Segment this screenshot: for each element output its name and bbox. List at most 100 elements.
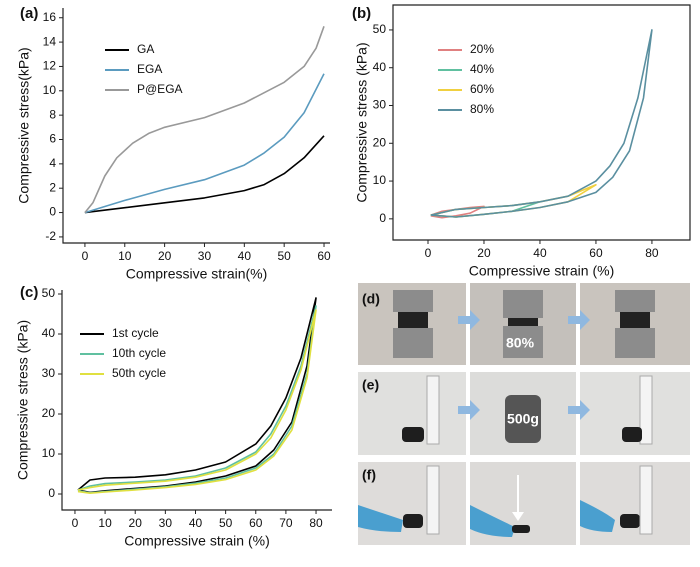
y-tick-label: 16 bbox=[43, 10, 57, 24]
legend-label: 1st cycle bbox=[112, 326, 159, 340]
x-tick-label: 20 bbox=[477, 246, 491, 260]
y-axis-label: Compressive stress (kPa) bbox=[15, 320, 31, 480]
y-tick-label: 40 bbox=[42, 326, 56, 340]
legend-label: EGA bbox=[137, 62, 162, 76]
axes bbox=[62, 8, 330, 244]
data-line bbox=[430, 29, 653, 218]
y-tick-label: -2 bbox=[45, 229, 56, 243]
x-axis-label: Compressive strain(%) bbox=[126, 266, 268, 282]
y-tick-label: 30 bbox=[373, 98, 387, 112]
sample bbox=[620, 312, 650, 328]
sample bbox=[512, 525, 530, 533]
panel-label: (b) bbox=[352, 5, 371, 22]
y-tick-label: 50 bbox=[42, 286, 56, 300]
legend-label: 10th cycle bbox=[112, 346, 166, 360]
legend-label: 20% bbox=[470, 42, 494, 56]
y-tick-label: 4 bbox=[49, 156, 56, 170]
y-tick-label: 10 bbox=[42, 446, 56, 460]
clamp bbox=[615, 328, 655, 358]
legend-label: GA bbox=[137, 42, 154, 56]
data-line bbox=[77, 309, 317, 494]
chart: 0 10 20 30 40 50 60 70 80 0 10 20 30 40 50 Compressive … bbox=[15, 284, 332, 549]
legend-label: 50th cycle bbox=[112, 366, 166, 380]
legend-label: 80% bbox=[470, 102, 494, 116]
ruler bbox=[426, 375, 440, 445]
data-line bbox=[84, 73, 325, 214]
ruler bbox=[639, 465, 653, 535]
arrow bbox=[458, 310, 480, 330]
y-tick-label: 0 bbox=[48, 486, 55, 500]
chart: 0 10 20 30 40 50 60 -2 0 2 4 6 8 10 12 14 16 Compressive … bbox=[16, 5, 331, 282]
x-tick-label: 30 bbox=[159, 516, 173, 530]
annotation: 80% bbox=[506, 335, 535, 351]
chart: 0 20 40 60 80 0 10 20 30 40 50 Compressive strain (… bbox=[352, 4, 691, 279]
x-tick-label: 40 bbox=[238, 249, 252, 263]
clamp bbox=[615, 290, 655, 312]
clamp bbox=[503, 290, 543, 318]
x-tick-label: 0 bbox=[72, 516, 79, 530]
clamp bbox=[503, 326, 543, 358]
glove bbox=[470, 505, 515, 537]
y-tick-label: 20 bbox=[373, 135, 387, 149]
sample bbox=[508, 318, 538, 326]
x-tick-label: 70 bbox=[279, 516, 293, 530]
y-tick-label: 0 bbox=[379, 211, 386, 225]
x-axis-label: Compressive strain (%) bbox=[124, 533, 269, 549]
x-tick-label: 80 bbox=[309, 516, 323, 530]
panel-label: (e) bbox=[362, 377, 379, 393]
y-tick-label: 50 bbox=[373, 22, 387, 36]
photo-row-f bbox=[358, 462, 690, 545]
x-tick-label: 50 bbox=[219, 516, 233, 530]
photos: (d) (e) (f) 80% 500g bbox=[358, 283, 690, 545]
x-tick-label: 10 bbox=[98, 516, 112, 530]
x-tick-label: 10 bbox=[118, 249, 132, 263]
x-tick-label: 30 bbox=[198, 249, 212, 263]
y-tick-label: 20 bbox=[42, 406, 56, 420]
annotation: 500g bbox=[507, 411, 539, 427]
photo bbox=[580, 462, 690, 545]
ruler bbox=[426, 465, 440, 535]
x-tick-label: 60 bbox=[317, 249, 331, 263]
y-tick-label: 14 bbox=[43, 34, 57, 48]
y-tick-label: 40 bbox=[373, 60, 387, 74]
x-tick-label: 50 bbox=[277, 249, 291, 263]
x-axis-label: Compressive strain (%) bbox=[469, 263, 614, 279]
y-tick-label: 12 bbox=[43, 59, 57, 73]
x-tick-label: 60 bbox=[589, 246, 603, 260]
sample bbox=[398, 312, 428, 328]
photo bbox=[358, 462, 466, 545]
weight bbox=[505, 395, 541, 443]
x-tick-label: 40 bbox=[533, 246, 547, 260]
clamp bbox=[393, 290, 433, 312]
x-tick-label: 0 bbox=[425, 246, 432, 260]
glove bbox=[358, 505, 403, 532]
y-tick-label: 10 bbox=[43, 83, 57, 97]
glove bbox=[580, 500, 615, 532]
legend-label: 60% bbox=[470, 82, 494, 96]
photo bbox=[580, 372, 690, 455]
panel-label: (a) bbox=[20, 5, 38, 22]
sample bbox=[620, 514, 640, 528]
x-tick-label: 60 bbox=[249, 516, 263, 530]
sample bbox=[402, 427, 424, 442]
x-tick-label: 20 bbox=[158, 249, 172, 263]
legend-label: 40% bbox=[470, 62, 494, 76]
arrow-head bbox=[512, 512, 524, 521]
y-axis-label: Compressive stress(kPa) bbox=[16, 47, 32, 203]
photo-row-d bbox=[358, 283, 690, 365]
ruler bbox=[639, 375, 653, 445]
y-tick-label: 8 bbox=[49, 107, 56, 121]
arrow bbox=[458, 400, 480, 420]
y-tick-label: 6 bbox=[49, 132, 56, 146]
arrow bbox=[568, 400, 590, 420]
x-tick-label: 20 bbox=[129, 516, 143, 530]
legend-label: P@EGA bbox=[137, 82, 183, 96]
sample bbox=[622, 427, 642, 442]
y-axis-label: Compressive stress (kPa) bbox=[354, 42, 370, 202]
y-tick-label: 2 bbox=[49, 180, 56, 194]
photo-row-e bbox=[358, 372, 690, 455]
axes bbox=[392, 4, 691, 241]
arrow bbox=[568, 310, 590, 330]
y-tick-label: 10 bbox=[373, 173, 387, 187]
